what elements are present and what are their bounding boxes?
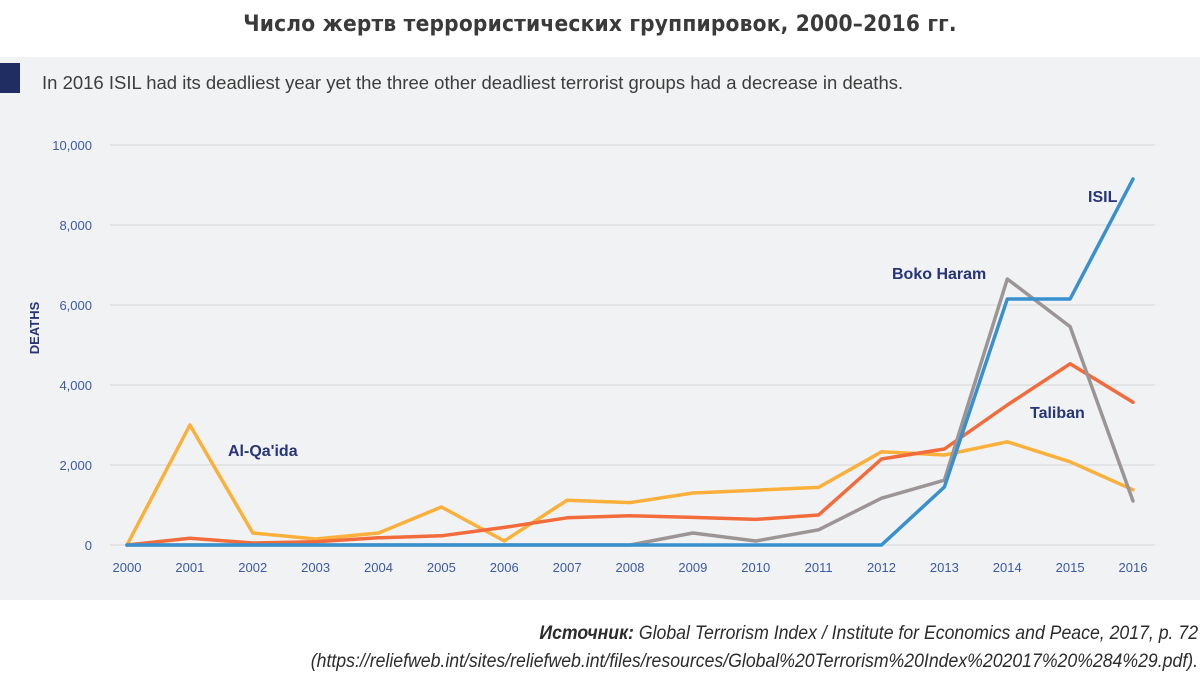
y-tick-label: 10,000 <box>52 138 92 153</box>
x-tick-label: 2014 <box>993 560 1022 575</box>
gridlines <box>110 144 1155 546</box>
line-chart: 0 2,000 4,000 6,000 8,000 10,000 2000 2001 2002… <box>27 138 1155 575</box>
source-url: (https://reliefweb.int/sites/reliefweb.i… <box>310 651 1198 672</box>
y-axis-label: DEATHS <box>27 301 42 354</box>
series-label-boko-haram: Boko Haram <box>892 266 986 283</box>
y-tick-label: 2,000 <box>59 458 92 473</box>
series-line-boko-haram <box>125 277 1135 547</box>
x-tick-label: 2001 <box>175 560 204 575</box>
title-band <box>0 0 1200 57</box>
x-tick-label: 2011 <box>805 560 833 575</box>
x-tick-label: 2013 <box>930 560 959 575</box>
page-title: Число жертв террористических группировок… <box>243 12 957 37</box>
series-line-isil <box>125 177 1135 547</box>
x-tick-label: 2016 <box>1119 560 1148 575</box>
series-label-al-qa-ida: Al-Qa'ida <box>228 443 298 460</box>
accent-bar <box>0 63 20 93</box>
series-line-al-qa-ida <box>125 423 1135 547</box>
source-label: Источник: <box>539 623 634 644</box>
x-tick-label: 2005 <box>427 560 456 575</box>
x-tick-label: 2007 <box>553 560 582 575</box>
x-tick-label: 2006 <box>490 560 519 575</box>
series-labels: Al-Qa'ida Taliban Boko Haram ISIL <box>228 189 1118 460</box>
source-text: Global Terrorism Index / Institute for E… <box>633 623 1198 644</box>
x-tick-label: 2008 <box>616 560 645 575</box>
chart-subtitle: In 2016 ISIL had its deadliest year yet … <box>42 72 904 93</box>
series-line-taliban <box>125 362 1135 547</box>
y-tick-labels: 0 2,000 4,000 6,000 8,000 10,000 <box>52 138 92 553</box>
series-label-taliban: Taliban <box>1030 405 1085 422</box>
x-tick-label: 2015 <box>1056 560 1085 575</box>
series-label-isil: ISIL <box>1088 189 1118 206</box>
x-tick-label: 2004 <box>364 560 393 575</box>
y-tick-label: 8,000 <box>59 218 92 233</box>
x-tick-label: 2012 <box>867 560 896 575</box>
x-tick-label: 2000 <box>113 560 142 575</box>
source-line: Источник: Global Terrorism Index / Insti… <box>311 620 1198 648</box>
source-note: Источник: Global Terrorism Index / Insti… <box>311 620 1198 676</box>
y-tick-label: 4,000 <box>59 378 92 393</box>
x-tick-label: 2009 <box>678 560 707 575</box>
x-tick-label: 2003 <box>301 560 330 575</box>
y-tick-label: 0 <box>85 538 92 553</box>
x-tick-labels: 2000 2001 2002 2003 2004 2005 2006 2007 2008 2009… <box>113 560 1148 575</box>
y-tick-label: 6,000 <box>59 298 92 313</box>
chart-panel <box>0 57 1200 600</box>
series-lines <box>125 177 1135 547</box>
x-tick-label: 2002 <box>238 560 267 575</box>
x-tick-label: 2010 <box>741 560 770 575</box>
